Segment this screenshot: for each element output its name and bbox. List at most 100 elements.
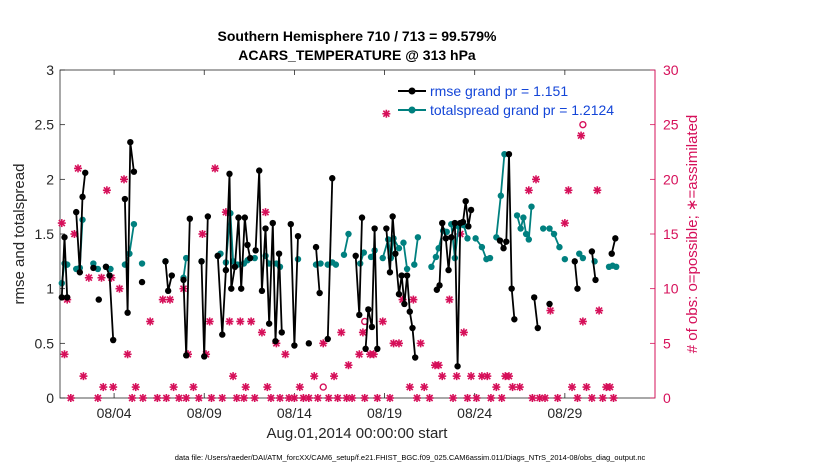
totalspread-point xyxy=(138,260,146,267)
rmse-point xyxy=(278,329,285,336)
rmse-point xyxy=(383,225,390,232)
rmse-point xyxy=(316,289,323,297)
rmse-line-segment xyxy=(573,261,579,289)
obs-assimilated-marker xyxy=(373,394,382,402)
legend-box xyxy=(392,80,654,120)
obs-assimilated-marker xyxy=(330,372,339,381)
legend-rmse-marker xyxy=(408,87,416,95)
obs-assimilated-marker xyxy=(486,394,495,402)
rmse-point xyxy=(500,245,507,252)
obs-assimilated-marker xyxy=(541,394,550,402)
rmse-point xyxy=(219,331,226,338)
obs-assimilated-marker xyxy=(355,350,364,359)
obs-assimilated-marker xyxy=(120,175,129,184)
rmse-point xyxy=(588,248,596,255)
totalspread-point xyxy=(525,236,532,243)
left-tick-label: 0.5 xyxy=(35,335,55,351)
totalspread-point xyxy=(317,260,324,267)
obs-assimilated-marker xyxy=(532,175,540,184)
obs-possible-marker xyxy=(319,383,327,391)
x-tick-label: 08/04 xyxy=(97,405,132,421)
rmse-line-segment xyxy=(124,141,135,314)
obs-assimilated-marker xyxy=(70,230,79,238)
obs-assimilated-marker xyxy=(57,219,66,228)
rmse-point xyxy=(395,290,403,298)
obs-assimilated-marker xyxy=(207,394,216,402)
left-tick-label: 3 xyxy=(46,62,54,78)
totalspread-line-segment xyxy=(182,257,188,278)
obs-assimilated-marker xyxy=(413,394,421,402)
rmse-point xyxy=(530,294,538,301)
totalspread-point xyxy=(414,234,422,241)
rmse-point xyxy=(106,272,113,279)
obs-assimilated-marker xyxy=(342,394,351,402)
obs-assimilated-marker xyxy=(158,295,167,304)
rmse-point xyxy=(358,214,366,221)
obs-assimilated-marker xyxy=(324,394,333,402)
obs-assimilated-marker xyxy=(337,328,346,337)
rmse-point xyxy=(168,272,175,279)
rmse-point xyxy=(222,266,230,274)
totalspread-point xyxy=(345,230,352,238)
rmse-point xyxy=(64,294,71,301)
rmse-point xyxy=(79,193,86,201)
rmse-point xyxy=(365,306,372,313)
obs-assimilated-marker xyxy=(578,317,587,326)
obs-assimilated-marker xyxy=(593,186,602,195)
obs-assimilated-marker xyxy=(162,394,171,402)
rmse-point xyxy=(401,300,408,308)
obs-assimilated-marker xyxy=(492,383,501,392)
rmse-point xyxy=(73,208,80,216)
rmse-point xyxy=(183,352,190,359)
rmse-point xyxy=(448,234,455,241)
rmse-point xyxy=(231,263,239,270)
totalspread-point xyxy=(428,263,435,270)
rmse-point xyxy=(241,214,249,221)
rmse-point xyxy=(235,214,242,221)
obs-assimilated-marker xyxy=(236,317,245,326)
left-tick-label: 1 xyxy=(46,281,54,297)
obs-assimilated-marker xyxy=(385,394,394,402)
left-tick-label: 1.5 xyxy=(35,226,55,242)
totalspread-point xyxy=(130,220,138,228)
obs-assimilated-marker xyxy=(382,109,391,118)
totalspread-point xyxy=(90,260,97,267)
rmse-point xyxy=(121,195,129,203)
rmse-point xyxy=(198,258,205,265)
totalspread-point xyxy=(472,235,479,242)
obs-assimilated-marker xyxy=(60,350,69,359)
totalspread-point xyxy=(395,245,403,252)
totalspread-point xyxy=(576,250,583,257)
rmse-point xyxy=(459,218,467,226)
totalspread-point xyxy=(520,214,527,221)
obs-assimilated-marker xyxy=(189,383,198,392)
totalspread-point xyxy=(403,265,411,273)
rmse-point xyxy=(90,264,97,272)
totalspread-point xyxy=(379,254,386,262)
obs-assimilated-marker xyxy=(508,383,517,392)
rmse-line-segment xyxy=(75,172,87,274)
rmse-line-segment xyxy=(591,251,597,281)
rmse-line-segment xyxy=(533,297,539,329)
obs-assimilated-marker xyxy=(102,186,111,195)
obs-assimilated-marker xyxy=(128,394,137,402)
obs-assimilated-marker xyxy=(515,383,524,392)
rmse-point xyxy=(409,324,416,332)
totalspread-point xyxy=(579,254,587,262)
obs-assimilated-marker xyxy=(344,361,353,370)
rmse-point xyxy=(130,168,138,175)
left-tick-label: 2 xyxy=(46,171,54,187)
obs-assimilated-marker xyxy=(472,394,481,402)
obs-assimilated-marker xyxy=(241,383,250,392)
chart-title-line1: Southern Hemisphere 710 / 713 = 99.579% xyxy=(218,28,498,44)
totalspread-point xyxy=(400,239,407,246)
obs-assimilated-marker xyxy=(250,394,259,402)
totalspread-point xyxy=(367,253,375,261)
rmse-point xyxy=(82,169,89,176)
totalspread-point xyxy=(546,225,553,232)
rmse-point xyxy=(451,219,459,227)
obs-assimilated-marker xyxy=(394,339,403,348)
rmse-point xyxy=(386,269,394,276)
obs-assimilated-marker xyxy=(131,383,140,392)
rmse-point xyxy=(329,175,336,182)
